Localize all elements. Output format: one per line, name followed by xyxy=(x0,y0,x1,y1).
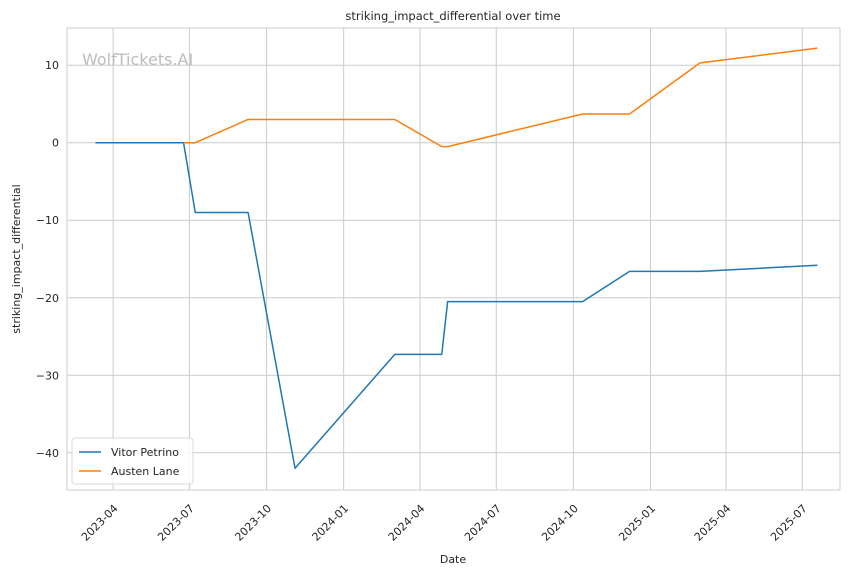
x-tick-label: 2025-07 xyxy=(768,502,810,544)
x-tick-label: 2024-10 xyxy=(539,502,581,544)
y-axis-label: striking_impact_differential xyxy=(10,184,23,333)
x-tick-label: 2025-04 xyxy=(692,502,734,544)
x-tick-label: 2024-01 xyxy=(310,502,352,544)
watermark-text: WolfTickets.AI xyxy=(82,50,193,69)
y-tick-label: −20 xyxy=(36,292,59,305)
legend-label-vitor-petrino: Vitor Petrino xyxy=(111,446,179,459)
y-tick-label: 10 xyxy=(45,59,59,72)
y-tick-label: −10 xyxy=(36,214,59,227)
legend-box xyxy=(71,437,194,485)
x-tick-label: 2025-01 xyxy=(616,502,658,544)
x-tick-label: 2023-04 xyxy=(79,502,121,544)
series-layer xyxy=(95,47,818,470)
x-tick-label: 2024-04 xyxy=(386,502,428,544)
grid-layer xyxy=(67,28,840,490)
y-tick-label: −40 xyxy=(36,447,59,460)
y-tick-label: 0 xyxy=(52,137,59,150)
legend-label-austen-lane: Austen Lane xyxy=(111,465,180,478)
series-line-vitor-petrino xyxy=(95,141,818,470)
x-tick-label: 2023-07 xyxy=(155,502,197,544)
x-tick-label: 2023-10 xyxy=(232,502,274,544)
chart-title: striking_impact_differential over time xyxy=(345,9,560,23)
x-tick-label: 2024-07 xyxy=(462,502,504,544)
legend: Vitor Petrino Austen Lane xyxy=(71,437,194,485)
series-line-austen-lane xyxy=(183,47,818,148)
x-axis-label: Date xyxy=(440,553,467,566)
plot-frame xyxy=(66,27,841,491)
y-tick-label: −30 xyxy=(36,369,59,382)
